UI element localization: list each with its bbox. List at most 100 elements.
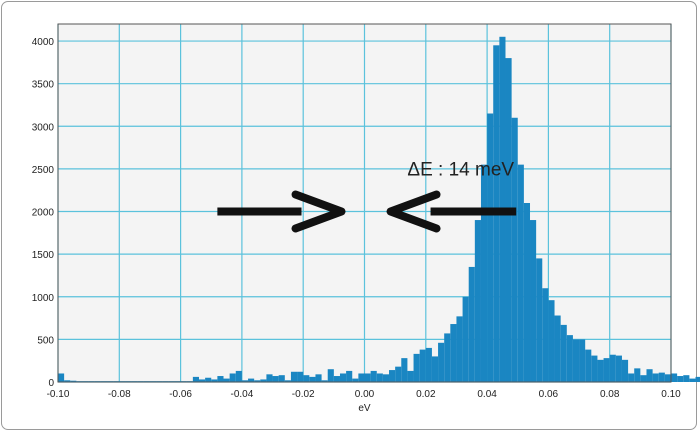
histogram-bar bbox=[548, 300, 555, 382]
histogram-bar bbox=[468, 266, 475, 382]
histogram-bar bbox=[456, 316, 463, 382]
histogram-bar bbox=[621, 359, 629, 382]
y-tick-label: 2500 bbox=[32, 165, 55, 176]
histogram-bar bbox=[290, 371, 298, 382]
histogram-bar bbox=[542, 288, 549, 382]
histogram-bar bbox=[591, 355, 598, 382]
histogram-bar bbox=[658, 372, 665, 382]
y-tick-labels: 0 500 1000 1500 2000 2500 3000 3500 4000 bbox=[32, 37, 55, 389]
histogram-bar bbox=[689, 378, 696, 382]
histogram-bar bbox=[315, 374, 322, 382]
histogram-bar bbox=[664, 374, 671, 382]
histogram-bar bbox=[677, 376, 684, 382]
histogram-bar bbox=[628, 373, 635, 382]
histogram-bar bbox=[382, 374, 390, 382]
histogram-bar bbox=[260, 379, 267, 382]
histogram-bar bbox=[523, 203, 531, 382]
histogram-bar bbox=[401, 358, 408, 382]
y-tick-label: 1500 bbox=[32, 250, 55, 261]
histogram-bar bbox=[58, 373, 65, 382]
histogram-bar bbox=[352, 378, 359, 382]
histogram-bar bbox=[272, 376, 279, 382]
histogram-bar bbox=[407, 370, 414, 382]
histogram-bar bbox=[609, 354, 616, 382]
plot-border bbox=[57, 23, 672, 383]
x-tick-label: 0.02 bbox=[416, 389, 436, 400]
x-tick-labels: -0.10 -0.08 -0.06 -0.04 -0.02 0.00 0.02 0.04 0.0… bbox=[47, 389, 682, 400]
x-tick-label: 0.10 bbox=[661, 389, 681, 400]
x-tick-label: 0.08 bbox=[600, 389, 620, 400]
x-tick-label: -0.04 bbox=[231, 389, 254, 400]
y-tick-label: 0 bbox=[48, 378, 54, 389]
histogram-bar bbox=[339, 373, 347, 382]
histogram-bar bbox=[505, 58, 512, 382]
histogram-bar bbox=[370, 370, 377, 382]
histogram-bar bbox=[419, 349, 426, 382]
histogram-bar bbox=[671, 373, 678, 382]
histogram-bar bbox=[646, 369, 653, 382]
histogram-bar bbox=[511, 117, 518, 382]
histogram-bar bbox=[364, 373, 371, 382]
histogram-bar bbox=[566, 335, 573, 382]
histogram-bar bbox=[425, 347, 432, 382]
histogram-bar bbox=[438, 342, 445, 382]
histogram-bar bbox=[640, 375, 647, 382]
right-arrow-icon bbox=[386, 190, 517, 233]
y-tick-label: 500 bbox=[37, 335, 54, 346]
histogram-bar bbox=[450, 324, 457, 382]
histogram-bar bbox=[321, 380, 328, 382]
histogram-bar bbox=[480, 164, 488, 382]
histogram-bar bbox=[462, 296, 469, 382]
histogram-bar bbox=[554, 315, 561, 382]
histogram-bar bbox=[64, 380, 71, 382]
histogram-bar bbox=[376, 373, 383, 382]
histogram-bar bbox=[634, 368, 641, 382]
histogram-bar bbox=[223, 378, 230, 382]
histogram-bar bbox=[333, 376, 340, 382]
x-tick-label: -0.02 bbox=[292, 389, 315, 400]
histogram-bar bbox=[444, 333, 451, 382]
histogram-bar bbox=[695, 376, 700, 382]
histogram-bar bbox=[474, 220, 481, 382]
histogram-bar bbox=[585, 349, 592, 382]
x-tick-label: 0.04 bbox=[477, 389, 497, 400]
x-axis-title: eV bbox=[358, 403, 371, 414]
y-tick-label: 2000 bbox=[32, 208, 55, 219]
x-tick-label: -0.06 bbox=[169, 389, 192, 400]
x-tick-label: 0.00 bbox=[355, 389, 375, 400]
histogram-bar bbox=[652, 373, 659, 382]
histogram-bar bbox=[597, 359, 604, 382]
histogram-bar bbox=[615, 355, 622, 382]
histogram-bar bbox=[389, 370, 396, 382]
histogram-bar bbox=[303, 375, 310, 382]
histogram-bar bbox=[70, 380, 77, 382]
y-tick-label: 4000 bbox=[32, 37, 55, 48]
histogram-bar bbox=[603, 358, 610, 382]
histogram-bar bbox=[346, 370, 353, 382]
histogram-bar bbox=[358, 373, 365, 382]
histogram-bar bbox=[241, 380, 249, 382]
histogram-bar bbox=[192, 376, 199, 382]
histogram-bar bbox=[530, 220, 537, 382]
histogram-bar bbox=[395, 366, 402, 382]
histogram-bar bbox=[517, 164, 524, 382]
histogram-bar bbox=[683, 375, 690, 382]
histogram-bar bbox=[254, 380, 261, 382]
histogram-bar bbox=[297, 371, 304, 382]
x-tick-label: -0.08 bbox=[108, 389, 131, 400]
histogram-bar bbox=[487, 113, 494, 382]
y-tick-label: 1000 bbox=[32, 293, 55, 304]
histogram-bar bbox=[278, 375, 285, 382]
histogram-bar bbox=[284, 380, 291, 382]
histogram-bar bbox=[413, 353, 420, 382]
y-tick-label: 3000 bbox=[32, 122, 55, 133]
histogram-bar bbox=[211, 379, 218, 382]
delta-e-label: ΔE : 14 meV bbox=[407, 160, 514, 181]
histogram-bar bbox=[248, 378, 255, 382]
histogram-bar bbox=[327, 369, 334, 382]
annotation: ΔE : 14 meV bbox=[217, 160, 517, 233]
histogram-bar bbox=[229, 373, 236, 382]
histogram-bar bbox=[572, 339, 580, 382]
histogram-bar bbox=[198, 379, 206, 382]
